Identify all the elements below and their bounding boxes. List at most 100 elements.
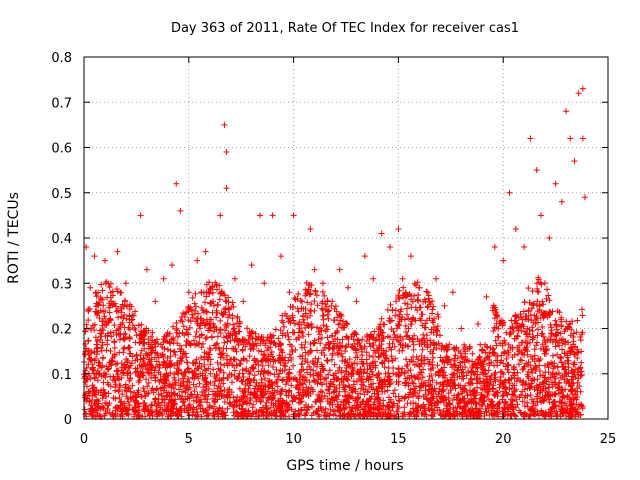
data-point <box>261 280 268 287</box>
grid-lines <box>84 57 608 419</box>
data-point <box>137 212 144 219</box>
data-point <box>575 90 582 97</box>
data-point <box>399 275 406 282</box>
y-tick-label: 0.4 <box>51 232 72 247</box>
data-point <box>231 275 238 282</box>
data-point <box>307 225 314 232</box>
data-point <box>160 275 167 282</box>
data-point <box>185 289 192 296</box>
data-point <box>97 307 104 314</box>
data-point <box>298 298 305 305</box>
x-tick-label: 20 <box>495 432 512 447</box>
y-tick-label: 0 <box>64 413 72 428</box>
y-tick-labels: 0 0.1 0.2 0.3 0.4 0.5 0.6 0.7 0.8 <box>51 51 72 428</box>
data-point <box>328 302 335 309</box>
data-point <box>387 244 394 251</box>
data-point <box>506 189 513 196</box>
y-tick-label: 0.2 <box>51 323 72 338</box>
data-point <box>210 302 217 309</box>
data-point <box>223 185 230 192</box>
data-point <box>537 212 544 219</box>
y-tick-label: 0.7 <box>51 96 72 111</box>
data-point <box>512 225 519 232</box>
dense-point-band <box>81 274 586 420</box>
x-tick-label: 25 <box>600 432 617 447</box>
data-point <box>114 248 121 255</box>
x-tick-label: 10 <box>285 432 302 447</box>
data-point <box>345 284 352 291</box>
data-point <box>466 343 473 350</box>
y-tick-label: 0.6 <box>51 142 72 157</box>
data-point <box>129 316 136 323</box>
x-tick-label: 5 <box>185 432 193 447</box>
data-point <box>567 135 574 142</box>
data-point <box>378 230 385 237</box>
data-point <box>173 180 180 187</box>
data-point <box>217 212 224 219</box>
data-point <box>579 135 586 142</box>
data-point <box>527 135 534 142</box>
data-point <box>311 266 318 273</box>
data-point <box>458 325 465 332</box>
data-point <box>194 257 201 264</box>
y-tick-label: 0.8 <box>51 51 72 66</box>
y-tick-label: 0.1 <box>51 368 72 383</box>
data-point <box>558 198 565 205</box>
data-point <box>563 108 570 115</box>
data-point <box>269 212 276 219</box>
data-point <box>240 298 247 305</box>
data-point <box>579 85 586 92</box>
data-point <box>424 289 431 296</box>
data-point <box>223 149 230 156</box>
data-point <box>441 302 448 309</box>
data-point <box>108 298 115 305</box>
data-point <box>286 289 293 296</box>
data-point-cloud <box>81 274 586 420</box>
data-point <box>336 266 343 273</box>
data-point <box>278 253 285 260</box>
y-tick-label: 0.5 <box>51 187 72 202</box>
data-point <box>483 293 490 300</box>
data-point <box>169 262 176 269</box>
axis-ticks <box>83 56 609 420</box>
data-point <box>221 121 228 128</box>
data-point <box>581 194 588 201</box>
data-point <box>361 253 368 260</box>
x-axis-label: GPS time / hours <box>286 458 403 474</box>
data-point <box>500 257 507 264</box>
data-point <box>290 212 297 219</box>
data-point <box>353 298 360 305</box>
y-axis-label: ROTI / TECUs <box>6 192 22 284</box>
data-point <box>248 262 255 269</box>
x-tick-label: 15 <box>390 432 407 447</box>
data-point <box>202 248 209 255</box>
data-point <box>370 275 377 282</box>
x-tick-label: 0 <box>80 432 88 447</box>
data-points <box>83 85 588 350</box>
data-point <box>475 320 482 327</box>
data-point <box>319 280 326 287</box>
data-point <box>533 167 540 174</box>
y-tick-label: 0.3 <box>51 277 72 292</box>
data-point <box>521 244 528 251</box>
data-point <box>395 225 402 232</box>
data-point <box>152 298 159 305</box>
data-point <box>491 244 498 251</box>
data-point <box>571 158 578 165</box>
x-tick-labels: 0 5 10 15 20 25 <box>80 432 616 447</box>
data-point <box>416 284 423 291</box>
data-point <box>546 235 553 241</box>
chart-title: Day 363 of 2011, Rate Of TEC Index for r… <box>171 21 519 36</box>
data-point <box>433 275 440 282</box>
data-point <box>257 212 264 219</box>
data-point <box>449 289 456 296</box>
data-point <box>177 207 184 214</box>
data-point <box>407 253 414 260</box>
data-point <box>87 284 94 291</box>
data-point <box>143 266 150 273</box>
data-point <box>91 253 98 260</box>
data-point <box>122 280 129 287</box>
data-point <box>552 180 559 187</box>
data-point <box>101 257 108 264</box>
